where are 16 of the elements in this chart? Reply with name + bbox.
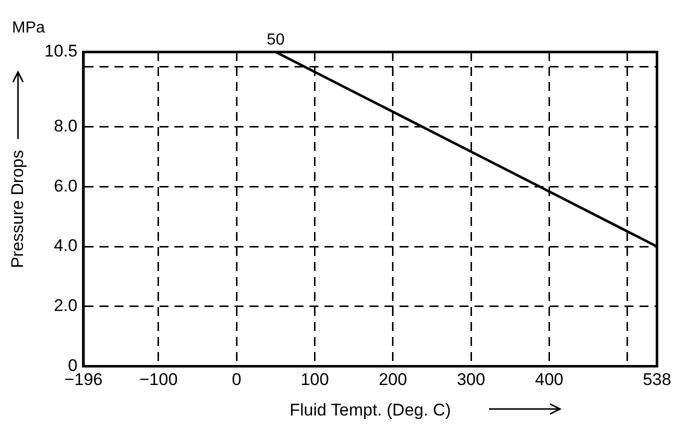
x-tick-label: 0 [232, 370, 242, 390]
y-axis-title: Pressure Drops [8, 150, 27, 268]
x-tick-label: −100 [139, 370, 178, 390]
x-tick-label: 538 [642, 370, 672, 390]
y-tick-label: 8.0 [54, 116, 78, 136]
y-tick-label: 10.5 [44, 42, 78, 61]
x-axis-title: Fluid Tempt. (Deg. C) [290, 400, 451, 420]
x-tick-label: 100 [300, 370, 329, 390]
text: MPa [12, 19, 45, 36]
y-tick-label: 4.0 [54, 236, 78, 256]
x-tick-label: 400 [534, 370, 564, 390]
y-tick-label: 2.0 [54, 296, 78, 316]
annotation: 50 [266, 31, 285, 48]
x-tick-label: 300 [456, 370, 486, 390]
y-tick-label: 6.0 [54, 176, 78, 196]
x-tick-label: 200 [378, 370, 408, 390]
